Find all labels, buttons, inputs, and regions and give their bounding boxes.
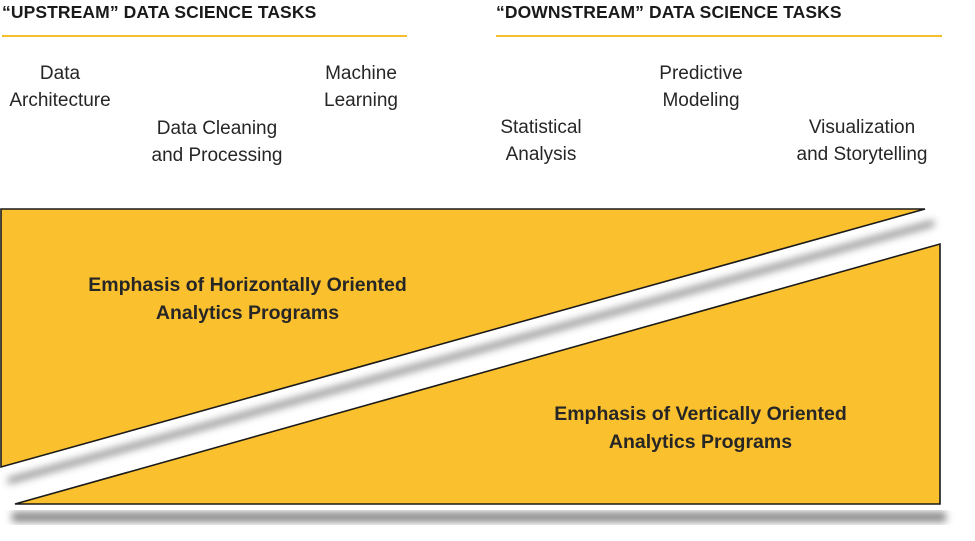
vertical-wedge-shadow [12, 512, 946, 522]
vertical-emphasis-label: Emphasis of Vertically Oriented Analytic… [554, 403, 847, 453]
vertical-wedge [14, 242, 941, 505]
task-machine-learning: Machine Learning [324, 63, 398, 111]
downstream-divider [496, 35, 942, 37]
upstream-divider [2, 35, 407, 37]
upstream-heading: “UPSTREAM” DATA SCIENCE TASKS [2, 2, 317, 22]
downstream-heading: “DOWNSTREAM” DATA SCIENCE TASKS [496, 2, 842, 22]
task-data-cleaning: Data Cleaning and Processing [151, 118, 283, 166]
task-visualization-storytelling: Visualization and Storytelling [796, 117, 928, 165]
task-data-architecture: Data Architecture [9, 63, 111, 111]
horizontal-emphasis-label: Emphasis of Horizontally Oriented Analyt… [88, 274, 407, 324]
horizontal-wedge [0, 208, 926, 469]
task-statistical-analysis: Statistical Analysis [500, 117, 582, 165]
horizontal-wedge-shadow [8, 220, 934, 484]
task-predictive-modeling: Predictive Modeling [659, 63, 743, 111]
